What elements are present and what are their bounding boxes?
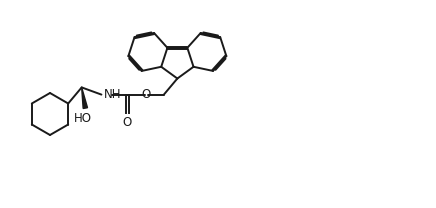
Text: O: O [123, 116, 132, 129]
Text: NH: NH [104, 88, 121, 101]
Polygon shape [82, 87, 88, 109]
Text: O: O [142, 88, 151, 101]
Text: HO: HO [74, 112, 92, 125]
